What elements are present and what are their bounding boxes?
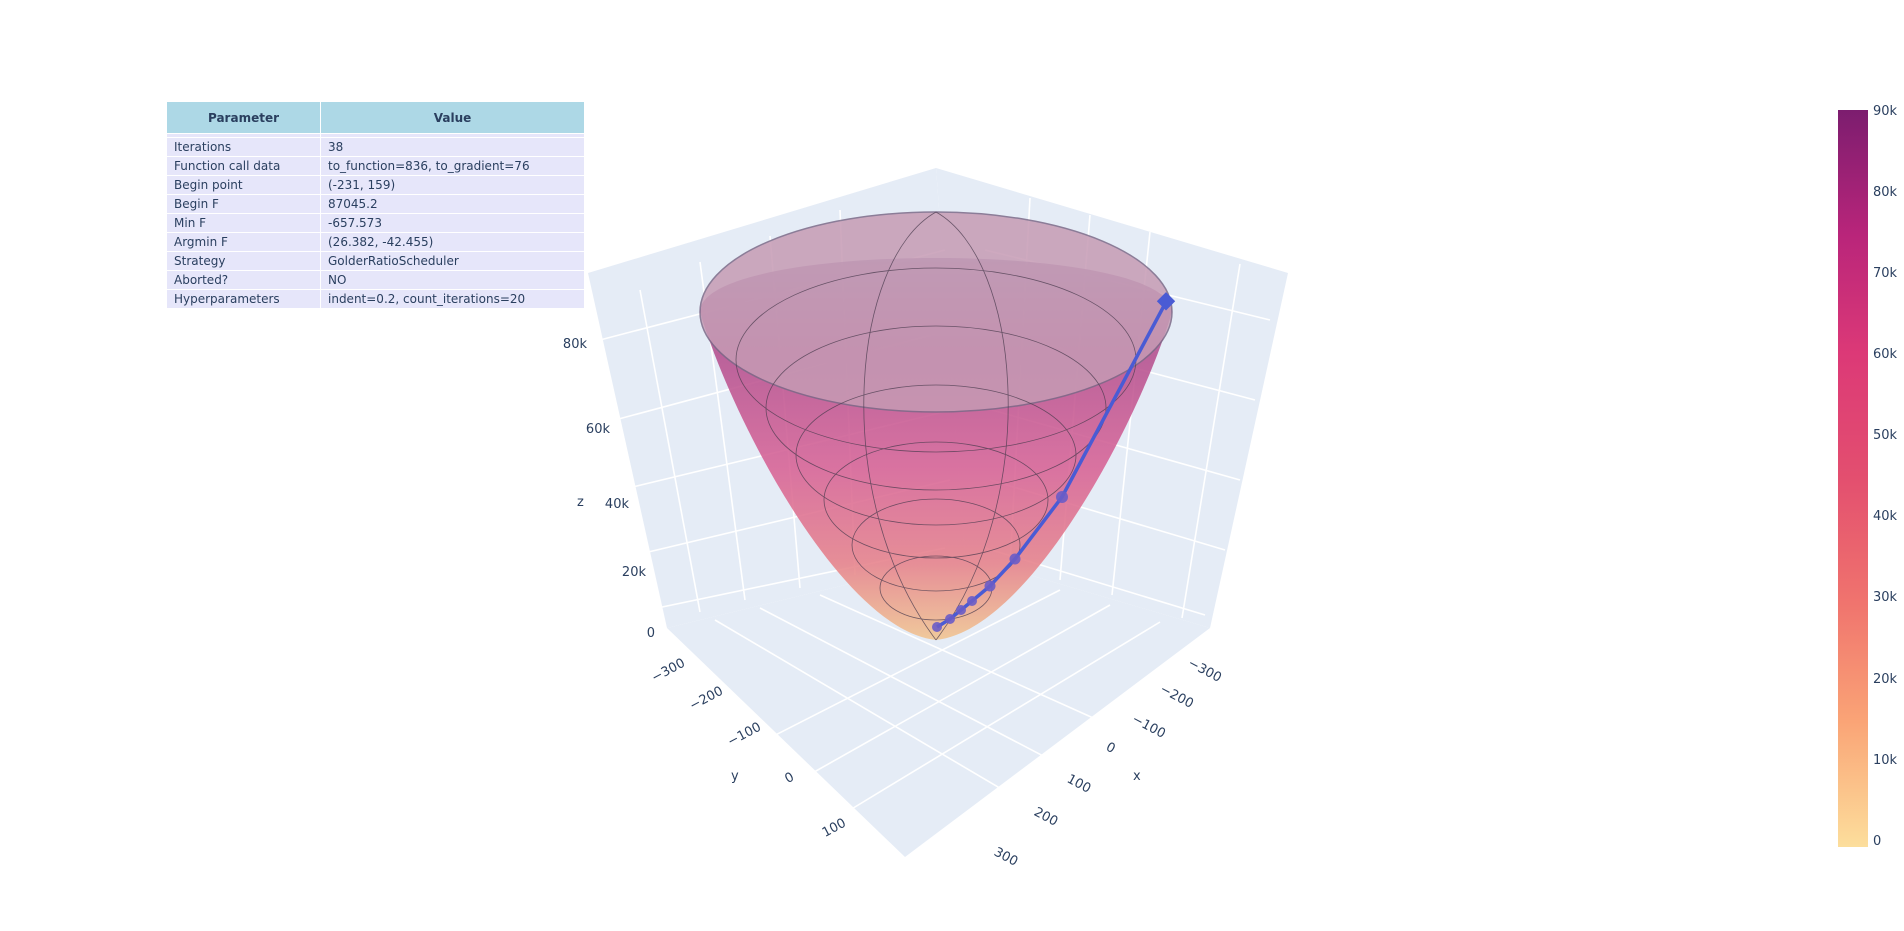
grid-line: [799, 604, 1111, 781]
table-header-row: Parameter Value: [166, 101, 585, 134]
table-cell-value: -657.573: [320, 213, 585, 233]
table-cell-parameter: Min F: [166, 213, 321, 233]
table-cell-value: GolderRatioScheduler: [320, 251, 585, 271]
x-tick: 100: [1064, 772, 1093, 797]
grid-line: [849, 621, 1161, 811]
grid-line: [1181, 263, 1241, 619]
z-tick: 0: [647, 626, 655, 641]
grid-line: [759, 607, 1071, 771]
grid-line: [714, 619, 1021, 801]
table-cell-value: 38: [320, 137, 585, 157]
colorbar-tick: 50k: [1873, 428, 1898, 443]
y-tick: 100: [820, 816, 849, 841]
x-axis-title: x: [1133, 769, 1141, 784]
z-tick: 60k: [586, 422, 611, 437]
path-point: [1009, 553, 1021, 565]
table-row: Min F -657.573: [166, 213, 585, 233]
table-cell-parameter: Hyperparameters: [166, 289, 321, 309]
table-header-parameter: Parameter: [166, 101, 321, 134]
y-tick: 0: [782, 770, 796, 787]
y-tick: −200: [687, 684, 726, 714]
scene-pane-floor: [667, 556, 1210, 857]
table-cell-value: 87045.2: [320, 194, 585, 214]
path-point: [956, 605, 966, 615]
y-tick: −100: [725, 720, 764, 750]
table-cell-parameter: Function call data: [166, 156, 321, 176]
path-end-marker: [932, 622, 942, 632]
grid-line: [639, 289, 701, 613]
table-row: Argmin F (26.382, -42.455): [166, 232, 585, 252]
table-cell-parameter: Argmin F: [166, 232, 321, 252]
contour-line: [935, 211, 1009, 641]
colorbar-tick: 20k: [1873, 672, 1898, 687]
path-point: [1056, 491, 1068, 503]
x-tick: 300: [991, 845, 1020, 870]
contour-line: [851, 498, 1021, 592]
table-cell-value: indent=0.2, count_iterations=20: [320, 289, 585, 309]
colorbar-tick: 90k: [1873, 104, 1898, 119]
colorbar-tick: 30k: [1873, 590, 1898, 605]
contour-line: [795, 384, 1077, 526]
colorbar-tick: 60k: [1873, 347, 1898, 362]
contour-line: [863, 211, 937, 641]
x-tick: −300: [1185, 656, 1224, 686]
z-tick: 80k: [563, 337, 588, 352]
y-axis-title: y: [731, 769, 739, 784]
contour-line: [823, 441, 1049, 559]
z-tick: 40k: [605, 497, 630, 512]
table-cell-parameter: Begin F: [166, 194, 321, 214]
colorbar-tick: 70k: [1873, 266, 1898, 281]
colorbar: 0 10k 20k 30k 40k 50k 60k 70k 80k 90k: [1838, 104, 1898, 849]
path-point: [984, 580, 996, 592]
contour-line: [765, 325, 1107, 491]
path-point: [945, 614, 955, 624]
grid-line: [749, 589, 1061, 749]
table-row: Hyperparameters indent=0.2, count_iterat…: [166, 289, 585, 309]
z-axis-title: z: [577, 495, 584, 510]
paraboloid-surface: [699, 211, 1173, 641]
colorbar-tick: 0: [1873, 834, 1881, 849]
parameters-table: Parameter Value Iterations 38 Function c…: [166, 101, 585, 309]
table-cell-parameter: Begin point: [166, 175, 321, 195]
optimization-path: [932, 292, 1176, 632]
contour-lines: [735, 211, 1137, 641]
y-tick: −300: [649, 656, 688, 686]
table-cell-value: (26.382, -42.455): [320, 232, 585, 252]
x-tick: −100: [1129, 712, 1168, 742]
grid-line: [819, 594, 1121, 731]
x-tick: 0: [1103, 740, 1117, 757]
colorbar-ramp: [1838, 110, 1868, 847]
colorbar-tick: 40k: [1873, 509, 1898, 524]
table-row: Strategy GolderRatioScheduler: [166, 251, 585, 271]
path-start-marker: [1156, 292, 1176, 311]
table-row: Function call data to_function=836, to_g…: [166, 156, 585, 176]
x-tick: −200: [1157, 682, 1196, 712]
colorbar-tick: 80k: [1873, 185, 1898, 200]
path-point: [967, 596, 977, 606]
table-row: Begin F 87045.2: [166, 194, 585, 214]
colorbar-tick: 10k: [1873, 753, 1898, 768]
table-cell-value: to_function=836, to_gradient=76: [320, 156, 585, 176]
z-axis: 0 20k 40k 60k 80k z: [563, 337, 655, 641]
z-tick: 20k: [622, 565, 647, 580]
x-tick: 200: [1031, 805, 1060, 830]
bowl-rim: [699, 211, 1173, 413]
table-cell-parameter: Aborted?: [166, 270, 321, 290]
